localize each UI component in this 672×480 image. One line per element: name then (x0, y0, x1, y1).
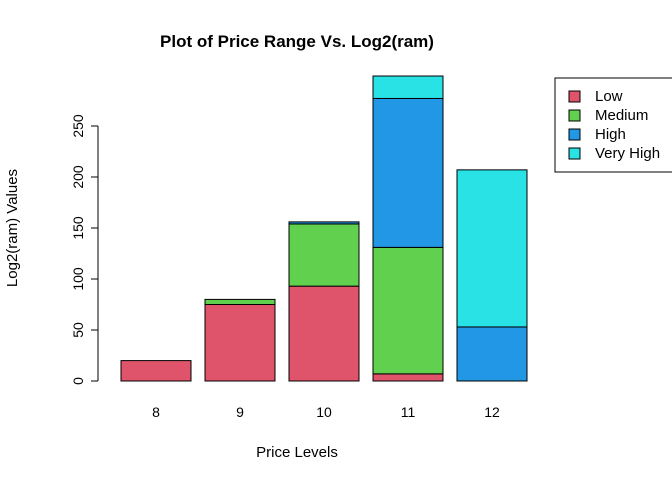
bar-segment-10-medium (288, 223, 360, 287)
y-axis-title: Log2(ram) Values (4, 169, 21, 287)
x-axis-title: Price Levels (256, 444, 338, 461)
bar-segment-11-very-high (372, 75, 444, 99)
legend: Low Medium High Very High (554, 77, 672, 173)
bar-segment-10-high (288, 221, 360, 225)
y-tick-label: 100 (70, 267, 86, 291)
bars-group (120, 75, 528, 382)
x-tick-label: 10 (316, 404, 332, 420)
bar-segment-12-high (456, 326, 528, 382)
y-tick-label: 50 (70, 322, 86, 338)
bar-segment-11-high (372, 97, 444, 248)
bar-segment-9-low (204, 304, 276, 382)
legend-swatch (568, 147, 581, 160)
legend-swatch (568, 128, 581, 141)
legend-label: Low (595, 88, 623, 105)
bar-segment-11-medium (372, 246, 444, 375)
x-tick-label: 9 (236, 404, 244, 420)
y-tick-label: 200 (70, 165, 86, 189)
chart-title: Plot of Price Range Vs. Log2(ram) (160, 32, 434, 51)
y-tick-label: 0 (70, 377, 86, 385)
legend-label: Medium (595, 107, 648, 124)
y-tick-label: 250 (70, 114, 86, 138)
x-tick-label: 11 (401, 404, 416, 420)
x-tick-label: 8 (152, 404, 160, 420)
bar-segment-9-medium (204, 298, 276, 305)
bar-segment-10-low (288, 285, 360, 382)
bar-segment-11-low (372, 373, 444, 382)
x-tick-label: 12 (484, 404, 500, 420)
legend-swatch (568, 90, 581, 103)
x-axis: 8 9 10 11 12 (152, 404, 500, 420)
legend-swatch (568, 109, 581, 122)
y-axis: 0 50 100 150 200 250 (70, 114, 99, 385)
bar-segment-12-very-high (456, 169, 528, 328)
y-tick-label: 150 (70, 216, 86, 240)
bar-segment-8-low (120, 360, 192, 382)
legend-label: High (595, 126, 626, 143)
legend-label: Very High (595, 145, 660, 162)
